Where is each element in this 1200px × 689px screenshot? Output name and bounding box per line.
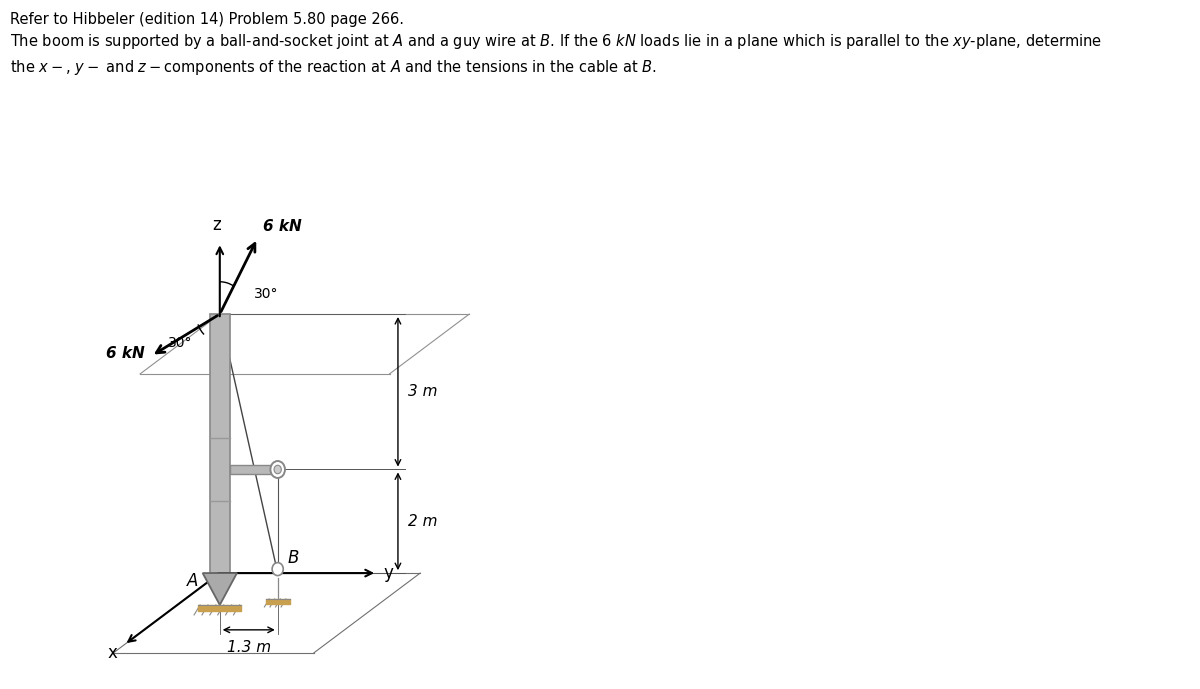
Text: y: y [384, 564, 394, 582]
Text: z: z [212, 216, 221, 234]
Polygon shape [229, 465, 277, 473]
Text: 6 kN: 6 kN [106, 347, 144, 362]
Text: B: B [288, 549, 299, 567]
Text: Refer to Hibbeler (edition 14) Problem 5.80 page 266.: Refer to Hibbeler (edition 14) Problem 5… [10, 12, 403, 27]
Text: x: x [108, 644, 118, 662]
Text: 30°: 30° [254, 287, 278, 301]
Text: 6 kN: 6 kN [264, 219, 302, 234]
Text: the $x-$, $y-$ and $z-$components of the reaction at $A$ and the tensions in the: the $x-$, $y-$ and $z-$components of the… [10, 58, 656, 76]
Text: The boom is supported by a ball-and-socket joint at $A$ and a guy wire at $B$. I: The boom is supported by a ball-and-sock… [10, 32, 1102, 51]
Text: 2 m: 2 m [408, 514, 438, 528]
Circle shape [270, 461, 284, 478]
Text: A: A [187, 572, 198, 590]
Polygon shape [203, 573, 236, 605]
Text: 3 m: 3 m [408, 384, 438, 400]
Text: 30°: 30° [168, 336, 193, 350]
Circle shape [274, 465, 281, 474]
Polygon shape [210, 314, 229, 573]
Circle shape [272, 563, 283, 575]
Text: 1.3 m: 1.3 m [227, 640, 271, 655]
